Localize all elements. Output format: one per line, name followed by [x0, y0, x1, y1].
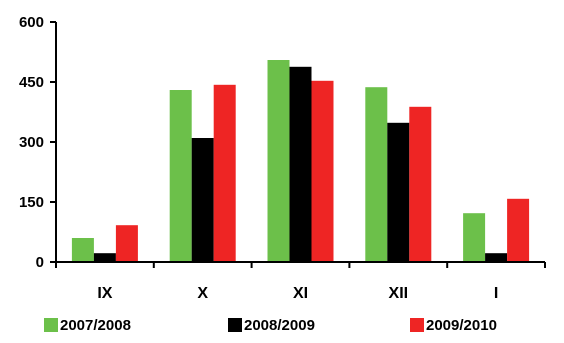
- bar-XII-2008/2009: [387, 122, 410, 262]
- bar-IX-2009/2010: [115, 225, 138, 262]
- bar-IX-2008/2009: [93, 253, 116, 262]
- bar-I-2009/2010: [507, 198, 530, 262]
- legend-swatch: [228, 318, 242, 332]
- plot-area: [71, 60, 530, 262]
- bar-I-2007/2008: [463, 213, 486, 262]
- legend-swatch: [44, 318, 58, 332]
- bar-XI-2008/2009: [289, 66, 312, 262]
- bar-IX-2007/2008: [71, 238, 94, 262]
- bar-XII-2007/2008: [365, 87, 388, 262]
- bar-XI-2007/2008: [267, 60, 290, 262]
- legend-swatch: [410, 318, 424, 332]
- x-tick-label: X: [197, 285, 208, 302]
- y-tick-label: 0: [36, 254, 44, 271]
- legend-label: 2008/2009: [244, 317, 315, 334]
- x-axis: IX X XI XII I: [55, 261, 546, 302]
- legend-label: 2009/2010: [426, 317, 497, 334]
- y-tick-label: 150: [19, 194, 44, 211]
- bar-XII-2009/2010: [409, 106, 432, 262]
- legend: 2007/2008 2008/2009 2009/2010: [44, 317, 497, 334]
- bar-X-2007/2008: [169, 90, 192, 262]
- y-tick-label: 450: [19, 74, 44, 91]
- y-tick-label: 600: [19, 14, 44, 31]
- legend-label: 2007/2008: [60, 317, 131, 334]
- bar-XI-2009/2010: [311, 80, 334, 262]
- bar-I-2008/2009: [485, 253, 508, 262]
- x-tick-label: XII: [389, 285, 409, 302]
- y-axis: 0 150 300 450 600: [19, 14, 57, 271]
- y-tick-label: 300: [19, 134, 44, 151]
- x-tick-label: I: [494, 285, 498, 302]
- x-tick-label: IX: [97, 285, 112, 302]
- bar-X-2009/2010: [213, 84, 236, 262]
- bar-X-2008/2009: [191, 138, 214, 262]
- x-tick-label: XI: [293, 285, 308, 302]
